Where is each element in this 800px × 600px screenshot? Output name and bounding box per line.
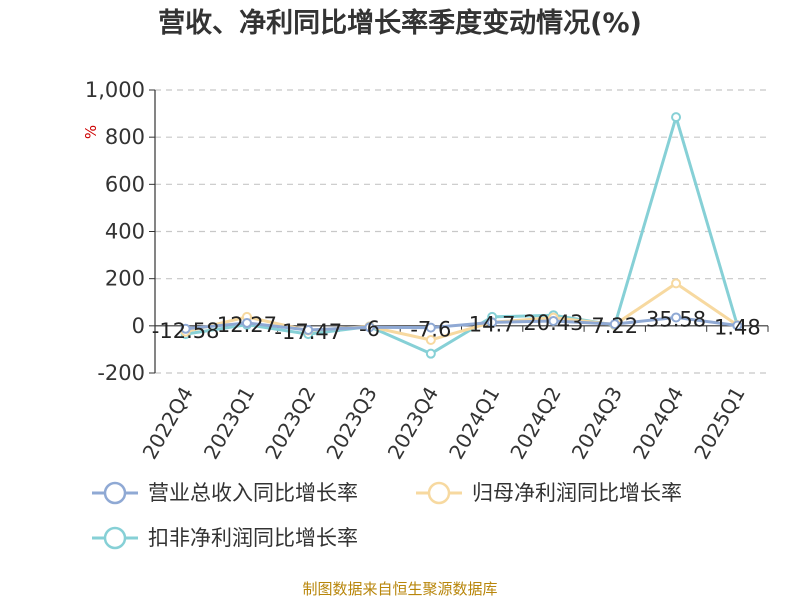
data-point bbox=[364, 322, 375, 333]
x-tick-label: 2022Q4 bbox=[138, 383, 198, 464]
y-tick-label: 400 bbox=[105, 220, 145, 244]
x-tick-label: 2024Q3 bbox=[567, 383, 627, 464]
y-tick-label: -200 bbox=[97, 361, 145, 385]
data-label: 35.58 bbox=[646, 307, 706, 331]
y-tick-labels: -200 0 200 400 600 800 1,000 bbox=[85, 78, 145, 385]
legend-marker bbox=[427, 481, 451, 505]
data-point bbox=[241, 317, 252, 328]
series-line bbox=[185, 115, 739, 356]
data-label: 12.27 bbox=[217, 313, 277, 337]
data-point bbox=[671, 312, 682, 323]
series-line bbox=[185, 315, 738, 332]
legend-label: 归母净利润同比增长率 bbox=[472, 481, 682, 505]
x-tick-label: 2023Q4 bbox=[383, 382, 443, 463]
data-label: -12.58 bbox=[152, 319, 220, 343]
data-point bbox=[548, 316, 559, 327]
data-label: 1.48 bbox=[714, 315, 761, 339]
y-tick-label: 1,000 bbox=[85, 78, 145, 102]
y-tick-label: 800 bbox=[105, 125, 145, 149]
x-tick-label: 2023Q2 bbox=[260, 383, 320, 464]
chart-title: 营收、净利同比增长率季度变动情况(%) bbox=[158, 7, 642, 39]
grid-lines bbox=[155, 89, 768, 374]
data-point bbox=[732, 320, 743, 331]
x-tick-label: 2025Q1 bbox=[689, 383, 749, 464]
data-point bbox=[180, 323, 191, 334]
data-point bbox=[609, 319, 620, 330]
data-label: -17.47 bbox=[274, 320, 342, 344]
data-point bbox=[303, 324, 314, 335]
y-tick-label: 600 bbox=[105, 172, 145, 196]
series-group bbox=[180, 112, 743, 359]
data-source: 制图数据来自恒生聚源数据库 bbox=[302, 580, 497, 598]
x-tick-label: 2024Q2 bbox=[505, 383, 565, 464]
data-point bbox=[671, 112, 682, 123]
data-point bbox=[671, 278, 682, 289]
data-label: -6 bbox=[359, 317, 380, 341]
x-tick-label: 2023Q3 bbox=[321, 383, 381, 464]
data-point bbox=[425, 334, 436, 345]
data-label: 20.43 bbox=[523, 311, 583, 335]
x-tick-label: 2024Q4 bbox=[628, 383, 688, 464]
series-line bbox=[185, 281, 739, 342]
data-label: 7.22 bbox=[591, 314, 638, 338]
legend-label: 扣非净利润同比增长率 bbox=[148, 526, 358, 550]
y-tick-label: 200 bbox=[105, 267, 145, 291]
x-tick-label: 2023Q1 bbox=[199, 383, 259, 464]
x-tick-labels: 2022Q4 2023Q1 2023Q2 2023Q3 2023Q4 2024Q1 2024… bbox=[138, 382, 750, 463]
data-point bbox=[425, 322, 436, 333]
legend-label: 营业总收入同比增长率 bbox=[148, 481, 358, 505]
data-point bbox=[425, 348, 436, 359]
legend-marker bbox=[103, 481, 127, 505]
x-tick-label: 2024Q1 bbox=[444, 383, 504, 464]
y-axis-unit: % bbox=[82, 125, 100, 139]
y-tick-label: 0 bbox=[132, 314, 145, 338]
legend-marker bbox=[103, 526, 127, 550]
data-point bbox=[487, 317, 498, 328]
data-label: 14.7 bbox=[469, 312, 516, 336]
data-label: -7.6 bbox=[410, 318, 451, 342]
